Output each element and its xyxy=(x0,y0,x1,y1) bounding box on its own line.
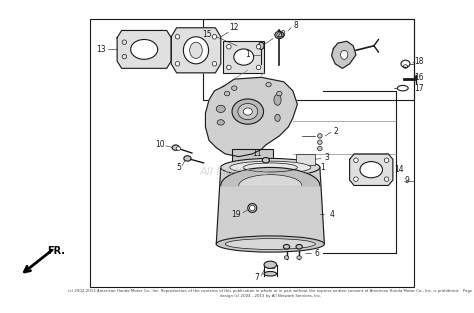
Ellipse shape xyxy=(176,147,181,150)
Ellipse shape xyxy=(354,158,358,162)
Text: (c) 2002-2013 American Honda Motor Co., Inc. Reproduction of the contents of thi: (c) 2002-2013 American Honda Motor Co., … xyxy=(68,289,473,298)
Ellipse shape xyxy=(225,239,315,249)
Text: 17: 17 xyxy=(414,84,424,93)
Polygon shape xyxy=(205,77,297,156)
Text: 7: 7 xyxy=(255,273,259,282)
Text: 5: 5 xyxy=(176,163,181,172)
Text: 1: 1 xyxy=(246,50,250,59)
Ellipse shape xyxy=(250,205,255,211)
Ellipse shape xyxy=(234,49,254,65)
Ellipse shape xyxy=(354,177,358,182)
Ellipse shape xyxy=(212,62,217,66)
Ellipse shape xyxy=(284,256,289,259)
Ellipse shape xyxy=(266,82,271,87)
Ellipse shape xyxy=(224,91,230,96)
Ellipse shape xyxy=(256,44,261,49)
Ellipse shape xyxy=(256,65,261,70)
Text: 1: 1 xyxy=(320,163,325,172)
Ellipse shape xyxy=(277,91,282,96)
Text: 8: 8 xyxy=(293,22,298,30)
Ellipse shape xyxy=(259,42,264,49)
Ellipse shape xyxy=(221,158,320,177)
Ellipse shape xyxy=(318,140,322,145)
Polygon shape xyxy=(239,175,302,186)
Text: FR.: FR. xyxy=(47,246,65,256)
Polygon shape xyxy=(117,30,171,68)
Ellipse shape xyxy=(232,99,264,124)
Ellipse shape xyxy=(217,120,224,125)
Polygon shape xyxy=(171,28,221,73)
Ellipse shape xyxy=(384,158,389,162)
Ellipse shape xyxy=(122,54,127,59)
Ellipse shape xyxy=(277,33,282,37)
Text: 10: 10 xyxy=(155,141,165,149)
Ellipse shape xyxy=(274,95,281,105)
Text: 4: 4 xyxy=(329,210,334,219)
Text: 19: 19 xyxy=(231,210,241,219)
Bar xyxy=(90,19,414,287)
Ellipse shape xyxy=(248,203,257,213)
Ellipse shape xyxy=(341,50,348,59)
Bar xyxy=(296,154,315,165)
Polygon shape xyxy=(350,154,393,186)
Polygon shape xyxy=(221,167,320,186)
Ellipse shape xyxy=(175,34,180,39)
Text: 12: 12 xyxy=(229,23,239,32)
Polygon shape xyxy=(332,41,356,68)
Ellipse shape xyxy=(175,62,180,66)
Bar xyxy=(203,19,414,100)
Ellipse shape xyxy=(183,37,209,64)
Ellipse shape xyxy=(297,256,301,259)
Ellipse shape xyxy=(264,261,277,268)
Polygon shape xyxy=(216,167,324,244)
Ellipse shape xyxy=(238,104,258,120)
Text: 6: 6 xyxy=(315,249,319,258)
Ellipse shape xyxy=(318,146,322,151)
Ellipse shape xyxy=(131,39,158,59)
Ellipse shape xyxy=(264,271,277,276)
Text: 16: 16 xyxy=(414,73,424,82)
Ellipse shape xyxy=(172,145,179,150)
Ellipse shape xyxy=(230,161,311,174)
Ellipse shape xyxy=(243,108,252,115)
Ellipse shape xyxy=(212,34,217,39)
Ellipse shape xyxy=(275,114,280,121)
Ellipse shape xyxy=(384,177,389,182)
Bar xyxy=(223,41,264,73)
Text: 11: 11 xyxy=(252,149,262,158)
Text: 3: 3 xyxy=(325,153,329,162)
Text: 20: 20 xyxy=(276,30,286,39)
Text: 18: 18 xyxy=(414,57,424,66)
Ellipse shape xyxy=(122,40,127,44)
Ellipse shape xyxy=(190,42,202,59)
Ellipse shape xyxy=(227,44,231,49)
Text: 9: 9 xyxy=(405,177,410,186)
Text: All PartStore: All PartStore xyxy=(200,167,269,177)
Ellipse shape xyxy=(262,157,269,163)
Ellipse shape xyxy=(296,244,302,249)
Text: 13: 13 xyxy=(96,45,106,54)
Ellipse shape xyxy=(360,162,383,178)
Ellipse shape xyxy=(275,31,284,38)
Bar xyxy=(232,149,273,163)
Text: 14: 14 xyxy=(394,165,404,174)
Ellipse shape xyxy=(232,86,237,90)
Ellipse shape xyxy=(283,244,290,249)
Ellipse shape xyxy=(216,236,324,252)
Text: 2: 2 xyxy=(334,127,338,136)
Text: 15: 15 xyxy=(202,30,212,38)
Ellipse shape xyxy=(318,134,322,138)
Ellipse shape xyxy=(227,65,231,70)
Ellipse shape xyxy=(216,105,225,112)
Ellipse shape xyxy=(184,156,191,161)
